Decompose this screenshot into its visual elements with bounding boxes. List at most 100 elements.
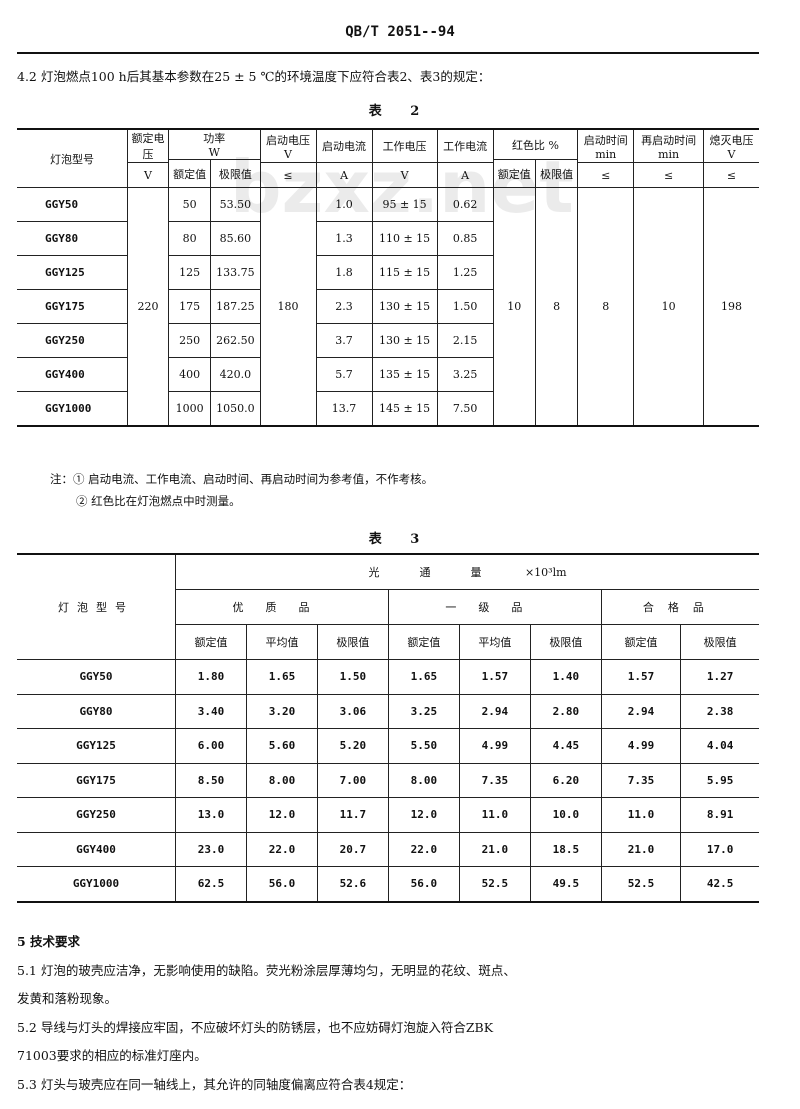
cell-flux-value: 3.40: [175, 693, 247, 729]
cell-work-current: 2.15: [436, 323, 494, 358]
cell-flux-value: 1.65: [245, 659, 318, 695]
table-3: 灯泡型号 光通量 ×10³lm 优质品 一级品 合格品 额定值 平均值 极限值 额定值…: [17, 553, 759, 903]
cond-restart-time: ≤: [633, 162, 704, 188]
col-flux: 光通量 ×10³lm: [175, 553, 759, 590]
para-5-3: 5.3 灯头与玻壳应在同一轴线上，其允许的同轴度偏离应符合表4规定：: [17, 1076, 412, 1092]
grade-premium: 优质品: [175, 589, 389, 625]
section-5: 5 技术要求 5.1 灯泡的玻壳应洁净，无影响使用的缺陷。荧光粉涂层厚薄均匀，无…: [17, 928, 777, 1099]
cell-flux-value: 4.99: [458, 728, 531, 764]
cell-start-current: 5.7: [315, 357, 373, 392]
cell-power-rated: 80: [167, 221, 212, 256]
cell-power-limit: 85.60: [210, 221, 261, 256]
table-2: 灯泡型号 额定电压 功率 W 启动电压 V 启动电流 工作电压 工作电流 红色比 %…: [17, 128, 759, 427]
cell-model: GGY50: [17, 187, 128, 222]
cell-model: GGY125: [17, 728, 176, 764]
cell-flux-value: 52.5: [600, 866, 682, 902]
cell-flux-value: 52.5: [458, 866, 531, 902]
cell-flux-value: 3.20: [245, 693, 318, 729]
cell-work-current: 3.25: [436, 357, 494, 392]
cell-power-limit: 187.25: [210, 289, 261, 324]
cell-model: GGY400: [17, 831, 176, 867]
col-header: 平均值: [458, 624, 531, 660]
cell-work-voltage: 145 ± 15: [371, 391, 438, 427]
grade-first: 一级品: [387, 589, 602, 625]
cell-flux-value: 62.5: [175, 866, 247, 902]
cell-restart-time: 10: [633, 187, 704, 427]
section-5-title: 5 技术要求: [17, 934, 81, 949]
cell-model: GGY175: [17, 762, 176, 798]
document-code: QB/T 2051--94: [345, 24, 455, 40]
cell-flux-value: 2.94: [458, 693, 531, 729]
col-power-rated: 额定值: [168, 159, 212, 188]
cell-flux-value: 2.38: [680, 693, 759, 729]
cell-flux-value: 5.60: [245, 728, 318, 764]
col-restart-time: 再启动时间 min: [633, 128, 704, 163]
col-start-current: 启动电流: [315, 128, 373, 163]
cell-model: GGY1000: [17, 866, 176, 902]
cell-start-current: 13.7: [315, 391, 373, 427]
cell-flux-value: 4.04: [680, 728, 759, 764]
cell-flux-value: 4.99: [600, 728, 682, 764]
cell-power-rated: 1000: [167, 391, 212, 427]
cell-flux-value: 3.25: [387, 693, 460, 729]
cell-flux-value: 4.45: [529, 728, 602, 764]
cell-red-rated: 10: [492, 187, 536, 427]
cell-flux-value: 8.00: [245, 762, 318, 798]
col-model: 灯泡型号: [17, 553, 176, 660]
cell-flux-value: 52.6: [316, 866, 389, 902]
col-start-voltage: 启动电压 V: [259, 128, 317, 163]
cell-work-voltage: 135 ± 15: [371, 357, 438, 392]
table-row: GGY175 8.50 8.00 7.00 8.00 7.35 6.20 7.35 5.95: [17, 762, 759, 798]
cell-power-limit: 420.0: [210, 357, 261, 392]
para-5-2: 5.2 导线与灯头的焊接应牢固，不应破坏灯头的防锈层，也不应妨碍灯泡旋入符合ZB…: [17, 1019, 494, 1035]
cell-flux-value: 7.35: [600, 762, 682, 798]
cell-flux-value: 6.00: [175, 728, 247, 764]
cell-power-limit: 53.50: [210, 187, 261, 222]
table-row: GGY80 80 85.60 1.3 110 ± 15 0.85: [17, 221, 759, 256]
col-red-ratio: 红色比 %: [492, 128, 579, 160]
cell-model: GGY250: [17, 797, 176, 833]
cond-off-voltage: ≤: [703, 162, 759, 188]
cell-rated-voltage: 220: [127, 187, 169, 427]
cell-flux-value: 1.27: [680, 659, 759, 695]
cell-model: GGY175: [17, 289, 128, 324]
cell-work-voltage: 130 ± 15: [371, 323, 438, 358]
cell-start-current: 1.0: [315, 187, 373, 222]
col-off-voltage: 熄灭电压 V: [703, 128, 759, 163]
clause-4-2: 4.2 灯泡燃点100 h后其基本参数在25 ± 5 ℃的环境温度下应符合表2、…: [17, 69, 491, 84]
cell-flux-value: 7.35: [458, 762, 531, 798]
col-work-current: 工作电流: [436, 128, 494, 163]
cell-flux-value: 5.20: [316, 728, 389, 764]
cell-red-limit: 8: [534, 187, 579, 427]
cell-flux-value: 12.0: [245, 797, 318, 833]
cell-flux-value: 21.0: [458, 831, 531, 867]
cell-work-current: 7.50: [436, 391, 494, 427]
col-header: 额定值: [387, 624, 460, 660]
unit-work-voltage: V: [371, 162, 438, 188]
note-1: 注：① 启动电流、工作电流、启动时间、再启动时间为参考值，不作考核。: [50, 472, 434, 486]
cell-start-current: 3.7: [315, 323, 373, 358]
cell-flux-value: 10.0: [529, 797, 602, 833]
cell-flux-value: 3.06: [316, 693, 389, 729]
cell-off-voltage: 198: [703, 187, 759, 427]
note-2: ② 红色比在灯泡燃点中时测量。: [76, 494, 241, 508]
cell-flux-value: 11.0: [600, 797, 682, 833]
table-row: GGY125 6.00 5.60 5.20 5.50 4.99 4.45 4.99 4.04: [17, 728, 759, 764]
table2-caption: 表 2: [368, 104, 432, 119]
cell-model: GGY80: [17, 221, 128, 256]
table-row: GGY250 250 262.50 3.7 130 ± 15 2.15: [17, 323, 759, 358]
table-row: GGY400 400 420.0 5.7 135 ± 15 3.25: [17, 357, 759, 392]
cell-model: GGY400: [17, 357, 128, 392]
cell-power-rated: 175: [167, 289, 212, 324]
cell-power-rated: 400: [167, 357, 212, 392]
col-header: 极限值: [529, 624, 602, 660]
cell-power-limit: 262.50: [210, 323, 261, 358]
cell-flux-value: 2.94: [600, 693, 682, 729]
cell-flux-value: 23.0: [175, 831, 247, 867]
cond-start-time: ≤: [577, 162, 635, 188]
cell-model: GGY1000: [17, 391, 128, 427]
cell-model: GGY125: [17, 255, 128, 290]
cell-model: GGY50: [17, 659, 176, 695]
cell-start-current: 2.3: [315, 289, 373, 324]
table2-notes: 注：① 启动电流、工作电流、启动时间、再启动时间为参考值，不作考核。 ② 红色比…: [50, 468, 433, 512]
